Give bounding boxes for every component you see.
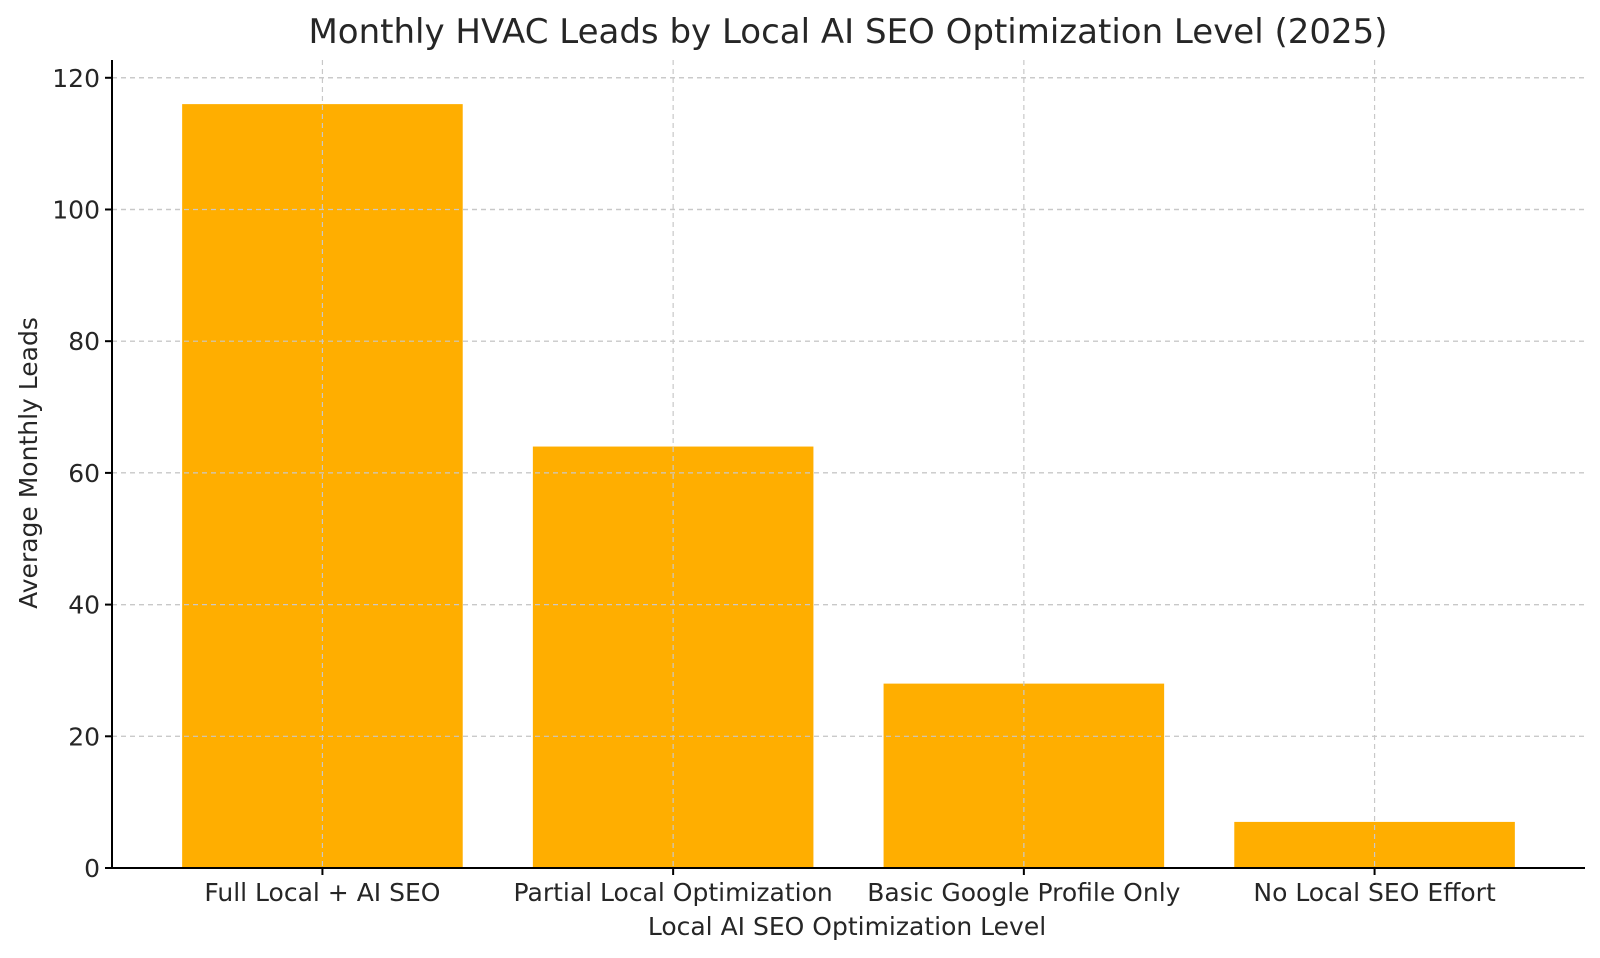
y-tick-label: 0 [84,854,100,883]
x-tick-label: Full Local + AI SEO [204,878,440,907]
y-tick-label: 100 [52,195,100,224]
x-tick-label: Basic Google Profile Only [867,878,1180,907]
y-tick-label: 40 [68,591,100,620]
y-tick-label: 20 [68,722,100,751]
y-tick-label: 120 [52,64,100,93]
bars [182,104,1515,869]
chart-title: Monthly HVAC Leads by Local AI SEO Optim… [308,12,1387,52]
x-tick-label: Partial Local Optimization [514,878,833,907]
axes [111,60,1585,869]
x-tick-label: No Local SEO Effort [1253,878,1496,907]
y-tick-label: 80 [68,327,100,356]
y-axis-ticks: 0 20 40 60 80 100 120 [52,64,112,883]
x-axis-ticks: Full Local + AI SEO Partial Local Optimiz… [204,868,1496,907]
x-axis-label: Local AI SEO Optimization Level [648,912,1046,941]
y-axis-label: Average Monthly Leads [14,317,43,609]
grid-overlay [112,60,1585,868]
y-tick-label: 60 [68,459,100,488]
